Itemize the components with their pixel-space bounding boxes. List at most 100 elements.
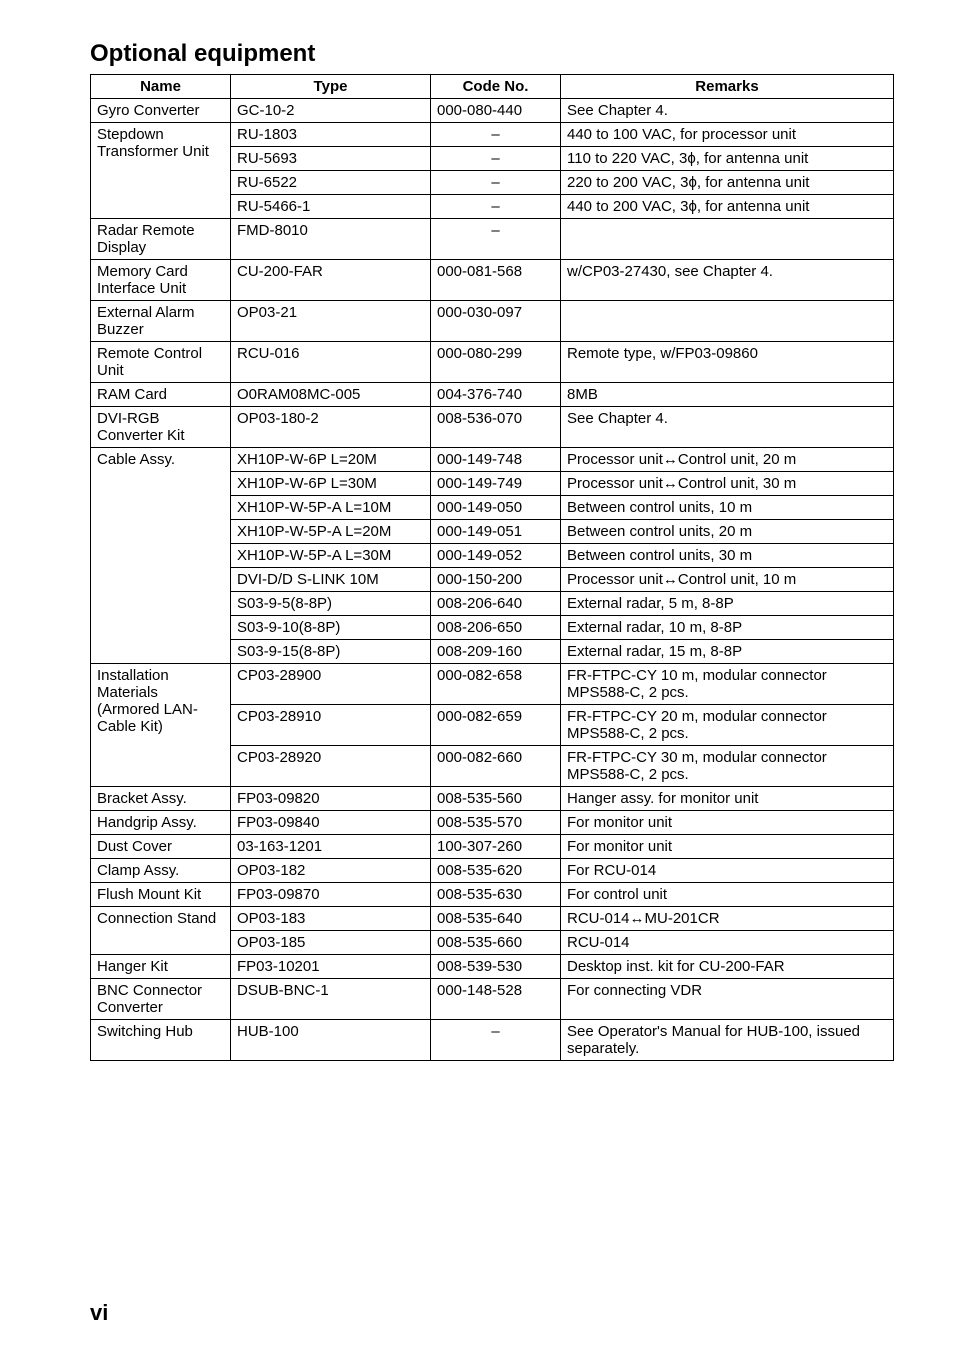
cell-code: 000-080-299 bbox=[431, 342, 561, 383]
cell-code: – bbox=[431, 219, 561, 260]
cell-type: OP03-182 bbox=[231, 859, 431, 883]
table-row: Clamp Assy.OP03-182008-535-620For RCU-01… bbox=[91, 859, 894, 883]
cell-type: XH10P-W-6P L=30M bbox=[231, 472, 431, 496]
cell-type: HUB-100 bbox=[231, 1020, 431, 1061]
table-row: Switching HubHUB-100–See Operator's Manu… bbox=[91, 1020, 894, 1061]
cell-code: – bbox=[431, 1020, 561, 1061]
cell-type: RCU-016 bbox=[231, 342, 431, 383]
cell-remarks: Remote type, w/FP03-09860 bbox=[561, 342, 894, 383]
cell-code: – bbox=[431, 195, 561, 219]
cell-type: OP03-183 bbox=[231, 907, 431, 931]
cell-code: – bbox=[431, 123, 561, 147]
table-row: Connection StandOP03-183008-535-640RCU-0… bbox=[91, 907, 894, 931]
col-header-code: Code No. bbox=[431, 75, 561, 99]
cell-remarks: FR-FTPC-CY 10 m, modular connector MPS58… bbox=[561, 664, 894, 705]
cell-remarks: Between control units, 20 m bbox=[561, 520, 894, 544]
cell-code: 000-149-052 bbox=[431, 544, 561, 568]
cell-code: 008-535-560 bbox=[431, 787, 561, 811]
cell-type: DSUB-BNC-1 bbox=[231, 979, 431, 1020]
equipment-table-body: Gyro ConverterGC-10-2000-080-440See Chap… bbox=[91, 99, 894, 1061]
table-row: Installation Materials (Armored LAN-Cabl… bbox=[91, 664, 894, 705]
cell-name: Bracket Assy. bbox=[91, 787, 231, 811]
cell-remarks: Processor unit↔Control unit, 20 m bbox=[561, 448, 894, 472]
cell-name: Connection Stand bbox=[91, 907, 231, 955]
cell-type: S03-9-15(8-8P) bbox=[231, 640, 431, 664]
cell-name: External Alarm Buzzer bbox=[91, 301, 231, 342]
cell-name: RAM Card bbox=[91, 383, 231, 407]
cell-remarks: For monitor unit bbox=[561, 835, 894, 859]
cell-type: XH10P-W-6P L=20M bbox=[231, 448, 431, 472]
cell-code: 008-206-640 bbox=[431, 592, 561, 616]
cell-type: CP03-28900 bbox=[231, 664, 431, 705]
cell-code: 008-535-620 bbox=[431, 859, 561, 883]
table-row: Gyro ConverterGC-10-2000-080-440See Chap… bbox=[91, 99, 894, 123]
cell-type: XH10P-W-5P-A L=20M bbox=[231, 520, 431, 544]
cell-name: Stepdown Transformer Unit bbox=[91, 123, 231, 219]
cell-code: 000-149-051 bbox=[431, 520, 561, 544]
cell-code: 000-081-568 bbox=[431, 260, 561, 301]
cell-remarks: w/CP03-27430, see Chapter 4. bbox=[561, 260, 894, 301]
equipment-table: Name Type Code No. Remarks Gyro Converte… bbox=[90, 74, 894, 1061]
table-row: Radar Remote DisplayFMD-8010– bbox=[91, 219, 894, 260]
cell-type: CP03-28910 bbox=[231, 705, 431, 746]
cell-name: Remote Control Unit bbox=[91, 342, 231, 383]
cell-type: XH10P-W-5P-A L=30M bbox=[231, 544, 431, 568]
col-header-remarks: Remarks bbox=[561, 75, 894, 99]
cell-remarks: For monitor unit bbox=[561, 811, 894, 835]
cell-remarks: 440 to 200 VAC, 3ϕ, for antenna unit bbox=[561, 195, 894, 219]
cell-code: 008-539-530 bbox=[431, 955, 561, 979]
cell-type: O0RAM08MC-005 bbox=[231, 383, 431, 407]
cell-type: S03-9-10(8-8P) bbox=[231, 616, 431, 640]
cell-type: FP03-09820 bbox=[231, 787, 431, 811]
cell-code: 000-080-440 bbox=[431, 99, 561, 123]
cell-remarks bbox=[561, 219, 894, 260]
cell-type: OP03-21 bbox=[231, 301, 431, 342]
cell-type: RU-5693 bbox=[231, 147, 431, 171]
table-row: RAM CardO0RAM08MC-005004-376-7408MB bbox=[91, 383, 894, 407]
cell-type: RU-1803 bbox=[231, 123, 431, 147]
cell-type: DVI-D/D S-LINK 10M bbox=[231, 568, 431, 592]
page: Optional equipment Name Type Code No. Re… bbox=[0, 0, 954, 1350]
cell-name: Handgrip Assy. bbox=[91, 811, 231, 835]
cell-code: 000-148-528 bbox=[431, 979, 561, 1020]
cell-remarks: Processor unit↔Control unit, 30 m bbox=[561, 472, 894, 496]
col-header-name: Name bbox=[91, 75, 231, 99]
cell-remarks: 110 to 220 VAC, 3ϕ, for antenna unit bbox=[561, 147, 894, 171]
cell-remarks bbox=[561, 301, 894, 342]
table-row: Cable Assy.XH10P-W-6P L=20M000-149-748Pr… bbox=[91, 448, 894, 472]
cell-name: Flush Mount Kit bbox=[91, 883, 231, 907]
cell-remarks: FR-FTPC-CY 30 m, modular connector MPS58… bbox=[561, 746, 894, 787]
cell-code: – bbox=[431, 147, 561, 171]
cell-remarks: Between control units, 10 m bbox=[561, 496, 894, 520]
cell-code: 008-536-070 bbox=[431, 407, 561, 448]
page-number: vi bbox=[90, 1300, 108, 1326]
table-row: Remote Control UnitRCU-016000-080-299Rem… bbox=[91, 342, 894, 383]
table-header-row: Name Type Code No. Remarks bbox=[91, 75, 894, 99]
cell-code: – bbox=[431, 171, 561, 195]
cell-code: 008-535-640 bbox=[431, 907, 561, 931]
cell-name: BNC Connector Converter bbox=[91, 979, 231, 1020]
cell-type: FMD-8010 bbox=[231, 219, 431, 260]
cell-remarks: For control unit bbox=[561, 883, 894, 907]
cell-remarks: Desktop inst. kit for CU-200-FAR bbox=[561, 955, 894, 979]
col-header-type: Type bbox=[231, 75, 431, 99]
cell-code: 000-030-097 bbox=[431, 301, 561, 342]
cell-type: CP03-28920 bbox=[231, 746, 431, 787]
table-row: Bracket Assy.FP03-09820008-535-560Hanger… bbox=[91, 787, 894, 811]
table-row: Flush Mount KitFP03-09870008-535-630For … bbox=[91, 883, 894, 907]
cell-name: Installation Materials (Armored LAN-Cabl… bbox=[91, 664, 231, 787]
table-row: Memory Card Interface UnitCU-200-FAR000-… bbox=[91, 260, 894, 301]
cell-remarks: See Chapter 4. bbox=[561, 407, 894, 448]
cell-remarks: 220 to 200 VAC, 3ϕ, for antenna unit bbox=[561, 171, 894, 195]
cell-code: 000-150-200 bbox=[431, 568, 561, 592]
cell-remarks: FR-FTPC-CY 20 m, modular connector MPS58… bbox=[561, 705, 894, 746]
cell-remarks: For RCU-014 bbox=[561, 859, 894, 883]
cell-remarks: RCU-014↔MU-201CR bbox=[561, 907, 894, 931]
cell-name: Clamp Assy. bbox=[91, 859, 231, 883]
cell-code: 000-082-660 bbox=[431, 746, 561, 787]
table-row: DVI-RGB Converter KitOP03-180-2008-536-0… bbox=[91, 407, 894, 448]
table-row: Stepdown Transformer UnitRU-1803–440 to … bbox=[91, 123, 894, 147]
cell-remarks: See Chapter 4. bbox=[561, 99, 894, 123]
cell-type: CU-200-FAR bbox=[231, 260, 431, 301]
cell-type: GC-10-2 bbox=[231, 99, 431, 123]
